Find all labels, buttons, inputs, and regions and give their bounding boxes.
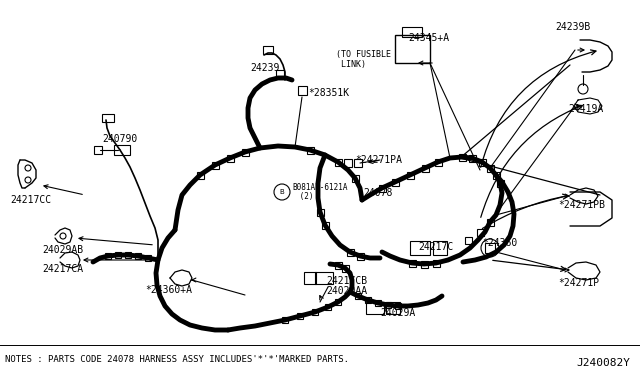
Bar [385,302,391,308]
Bar [468,154,476,161]
Bar [355,293,361,299]
Bar [115,252,121,258]
Bar [282,317,288,323]
Bar [335,158,342,166]
Text: B: B [280,189,284,195]
Bar [346,248,353,256]
Bar [435,158,442,166]
Bar [335,262,342,269]
Bar [145,255,151,261]
Text: B081AB-6121A: B081AB-6121A [292,183,348,192]
Bar [307,147,314,154]
Bar [304,272,316,284]
Text: 24029AA: 24029AA [326,286,367,296]
Bar [378,185,385,192]
Text: 24217C: 24217C [418,242,453,252]
Text: 24029A: 24029A [380,308,415,318]
Bar [263,46,273,54]
Text: (TO FUSIBLE: (TO FUSIBLE [336,50,391,59]
Text: *24360: *24360 [482,238,517,248]
Bar [94,146,102,154]
Bar [465,237,472,244]
Bar [102,114,114,122]
Text: 24419A: 24419A [568,104,604,114]
Bar [408,260,415,266]
Bar [406,171,413,179]
Bar [497,180,504,186]
Bar [315,272,333,284]
Text: 24217CA: 24217CA [42,264,83,274]
Bar [433,241,447,255]
Bar [114,145,130,155]
Bar [458,154,465,160]
Text: 24239B: 24239B [555,22,590,32]
Bar [321,221,328,228]
Bar [325,304,331,310]
Bar [211,161,218,169]
Text: *24271PA: *24271PA [355,155,402,165]
Text: *24360+A: *24360+A [145,285,192,295]
Text: 240790: 240790 [102,134,137,144]
Bar [344,159,352,167]
Bar [297,313,303,319]
Bar [351,174,358,182]
Bar [493,171,499,179]
Bar [241,148,248,155]
Bar [386,302,400,314]
Bar [196,171,204,179]
Bar [402,27,422,37]
Bar [298,86,307,94]
Text: *24271P: *24271P [558,278,599,288]
Bar [479,158,486,166]
Bar [410,241,430,255]
Text: NOTES : PARTS CODE 24078 HARNESS ASSY INCLUDES'*'*'MARKED PARTS.: NOTES : PARTS CODE 24078 HARNESS ASSY IN… [5,355,349,364]
Bar [342,264,349,272]
Bar [422,164,429,171]
Text: (2): (2) [295,192,314,201]
Bar [395,35,430,63]
Bar [317,208,323,215]
Bar [365,297,371,303]
Text: 24239: 24239 [250,63,280,73]
Bar [335,299,341,305]
Text: *24271PB: *24271PB [558,200,605,210]
Bar [486,218,493,225]
Text: 24217CC: 24217CC [10,195,51,205]
Bar [392,179,399,186]
Text: 24029AB: 24029AB [42,245,83,255]
Bar [485,243,495,253]
Bar [105,253,111,259]
Bar [433,260,440,266]
Bar [366,302,384,314]
Bar [420,260,428,267]
Bar [276,70,284,76]
Text: 24217CB: 24217CB [326,276,367,286]
Bar [125,252,131,258]
Bar [395,303,401,309]
Text: J240082Y: J240082Y [576,358,630,368]
Text: 24345+A: 24345+A [408,33,449,43]
Bar [375,300,381,306]
Text: *28351K: *28351K [308,88,349,98]
Bar [354,159,362,167]
Bar [227,154,234,161]
Bar [135,253,141,259]
Text: 24078: 24078 [363,188,392,198]
Text: LINK): LINK) [336,60,366,69]
Bar [477,228,483,235]
Bar [312,309,318,315]
Bar [356,253,364,260]
Bar [486,164,493,171]
